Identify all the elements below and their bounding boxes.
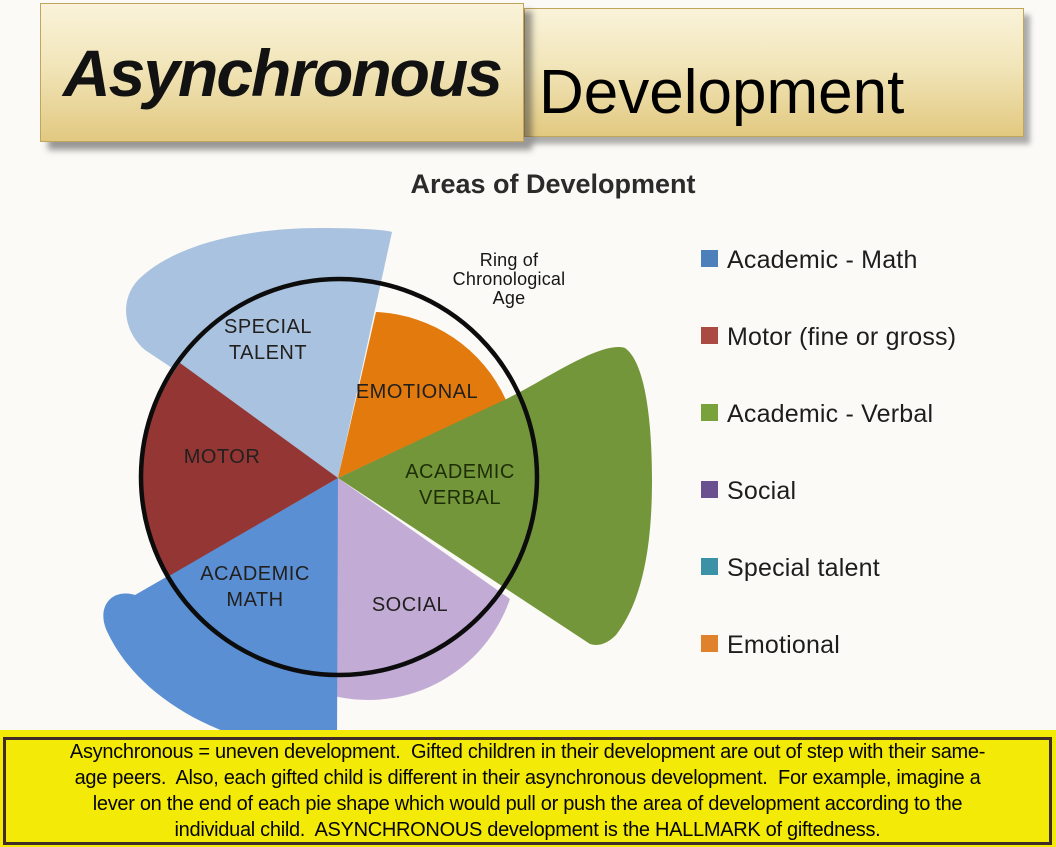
label-emotional: EMOTIONAL: [355, 381, 479, 403]
label-motor: MOTOR: [183, 446, 261, 468]
wedge-motor: [142, 363, 338, 576]
legend-label: Academic - Math: [727, 246, 918, 274]
ring-label: Ring of Chronological Age: [452, 250, 566, 308]
label-social: SOCIAL: [371, 594, 449, 616]
legend-label: Emotional: [727, 631, 840, 659]
ring-of-chronological-age: [138, 276, 540, 678]
chart-title: Areas of Development: [410, 169, 696, 199]
wedge-emotional: [338, 312, 506, 478]
legend-swatch-emotional: [701, 635, 718, 652]
legend-item-social: Social: [701, 477, 956, 505]
legend-item-emotional: Emotional: [701, 631, 956, 659]
legend-swatch-motor: [701, 327, 718, 344]
footer-note: Asynchronous = uneven development. Gifte…: [0, 730, 1056, 847]
wedge-academic-math: [103, 478, 338, 745]
footer-line: age peers. Also, each gifted child is di…: [74, 767, 981, 789]
slide-title-sub: Development: [539, 58, 905, 127]
footer-line: individual child. ASYNCHRONOUS developme…: [174, 819, 881, 841]
footer-line: Asynchronous = uneven development. Gifte…: [69, 741, 986, 763]
slide-title-main: Asynchronous: [62, 35, 503, 110]
legend-item-motor: Motor (fine or gross): [701, 323, 957, 351]
legend-swatch-social: [701, 481, 718, 498]
wedge-social: [334, 478, 510, 700]
legend-item-academic-math: Academic - Math: [701, 246, 956, 274]
footer-note-border: Asynchronous = uneven development. Gifte…: [3, 737, 1052, 845]
legend-label: Special talent: [727, 554, 880, 582]
label-academic-math: ACADEMIC MATH: [200, 563, 310, 611]
legend-swatch-academic-math: [701, 250, 718, 267]
legend: Academic - Math Motor (fine or gross) Ac…: [701, 246, 956, 708]
legend-item-academic-verbal: Academic - Verbal: [701, 400, 956, 428]
title-box-development: Development: [524, 8, 1024, 137]
legend-label: Academic - Verbal: [727, 400, 934, 428]
label-special-talent: SPECIAL TALENT: [224, 316, 312, 364]
asynchronous-pie-chart: [103, 228, 652, 745]
footer-line: lever on the end of each pie shape which…: [92, 793, 963, 815]
wedge-academic-verbal: [338, 347, 652, 645]
legend-swatch-academic-verbal: [701, 404, 718, 421]
wedge-special-talent: [126, 228, 393, 478]
legend-label: Motor (fine or gross): [727, 323, 957, 351]
legend-label: Social: [727, 477, 797, 505]
legend-swatch-special-talent: [701, 558, 718, 575]
label-academic-verbal: ACADEMIC VERBAL: [405, 461, 515, 509]
legend-item-special-talent: Special talent: [701, 554, 956, 582]
title-box-asynchronous: Asynchronous: [40, 3, 524, 142]
